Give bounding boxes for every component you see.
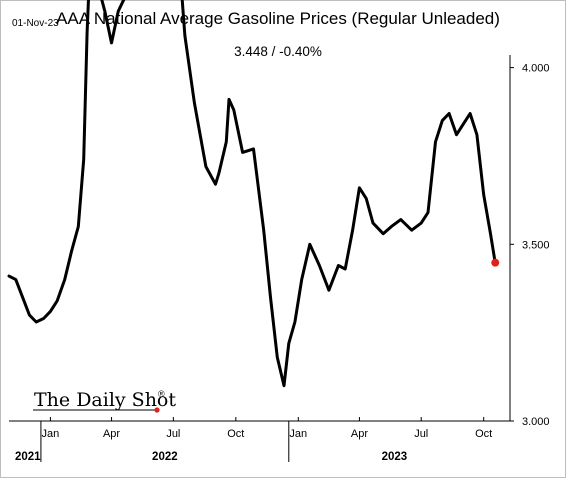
y-tick-label: 4.000 [522, 63, 550, 75]
x-tick-label: Jul [414, 428, 428, 440]
daily-shot-logo: The Daily Shot ® [33, 389, 176, 413]
price-series-line [7, 0, 497, 388]
x-tick-label: Jan [42, 428, 60, 440]
chart-title: AAA National Average Gasoline Prices (Re… [56, 9, 500, 28]
y-tick-label: 3.500 [522, 239, 550, 251]
chart-subtitle: 3.448 / -0.40% [234, 44, 322, 59]
logo-registered-mark: ® [158, 389, 165, 399]
logo-text: The Daily Shot [34, 389, 176, 411]
x-tick-label: Apr [103, 428, 120, 440]
logo-red-dot [154, 407, 160, 413]
last-value-point [491, 258, 500, 267]
x-tick-label: Apr [351, 428, 368, 440]
year-labels: 2021 2022 2023 [15, 421, 407, 463]
x-tick-label: Oct [227, 428, 244, 440]
year-label: 2021 [15, 451, 41, 463]
y-tick-label: 3.000 [522, 416, 550, 428]
year-label: 2023 [382, 451, 408, 463]
x-tick-label: Oct [475, 428, 492, 440]
year-label: 2022 [152, 451, 178, 463]
x-tick-label: Jul [166, 428, 180, 440]
date-label: 01-Nov-23 [12, 18, 59, 29]
x-tick-label: Jan [289, 428, 307, 440]
x-ticks: Jan Apr Jul Oct Jan Apr Jul Oct [42, 417, 492, 440]
